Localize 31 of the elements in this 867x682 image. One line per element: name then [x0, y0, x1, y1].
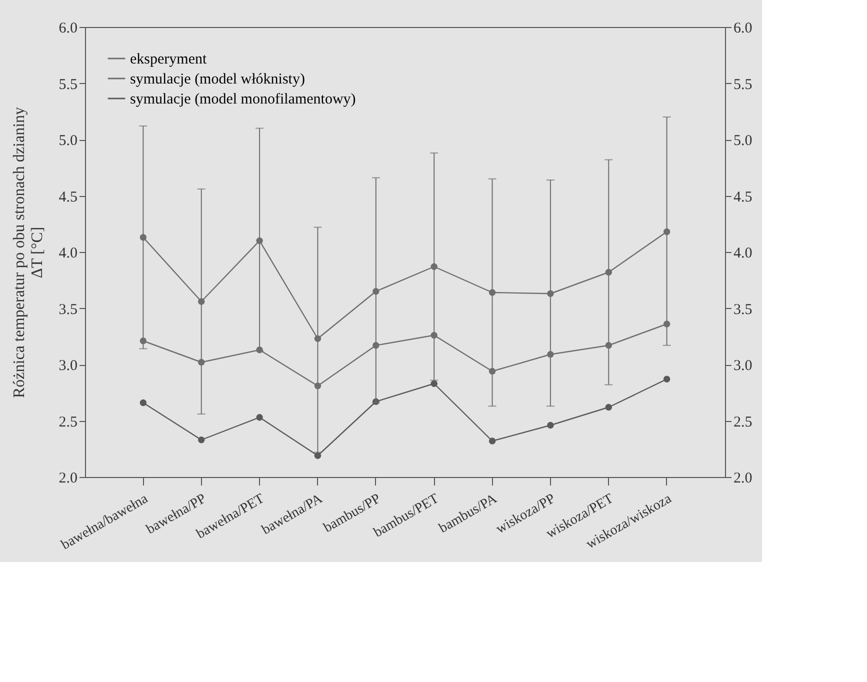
y-tick-label: 3.0 — [58, 358, 78, 374]
point — [140, 399, 147, 406]
y-tick-label: 5.0 — [58, 133, 78, 149]
y2-tick-label: 4.0 — [734, 246, 752, 262]
point — [547, 422, 554, 429]
point — [488, 438, 496, 444]
y-axis-title: Różnica temperatur po obu stronach dzianiny ΔT [°C] — [10, 106, 46, 398]
y2-tick-label: 3.0 — [734, 358, 752, 374]
point — [663, 376, 670, 382]
legend-label: symulacje (model włóknisty) — [130, 72, 305, 88]
y2-tick-label: 5.5 — [734, 76, 752, 93]
y-tick-label: 2.5 — [58, 414, 78, 430]
point — [605, 404, 612, 411]
y-tick-label: 4.5 — [58, 189, 78, 206]
point — [314, 452, 322, 459]
y2-tick-label: 4.5 — [734, 189, 752, 206]
y2-tick-label: 6.0 — [734, 20, 752, 36]
y2-tick-label: 2.0 — [734, 470, 752, 486]
y2-tick-label: 5.0 — [734, 133, 752, 149]
y-tick-label: 2.0 — [58, 470, 78, 486]
point — [430, 380, 438, 387]
y-tick-label: 6.0 — [58, 20, 78, 36]
legend-label: symulacje (model monofilamentowy) — [130, 92, 356, 108]
legend-label: eksperyment — [130, 52, 208, 68]
y2-tick-label: 2.5 — [734, 414, 752, 430]
point — [256, 414, 263, 421]
y-tick-label: 4.0 — [58, 246, 78, 262]
y-tick-label: 5.5 — [58, 76, 78, 93]
point — [198, 436, 205, 444]
y-tick-label: 3.5 — [58, 302, 78, 318]
y2-tick-label: 3.5 — [734, 302, 752, 318]
